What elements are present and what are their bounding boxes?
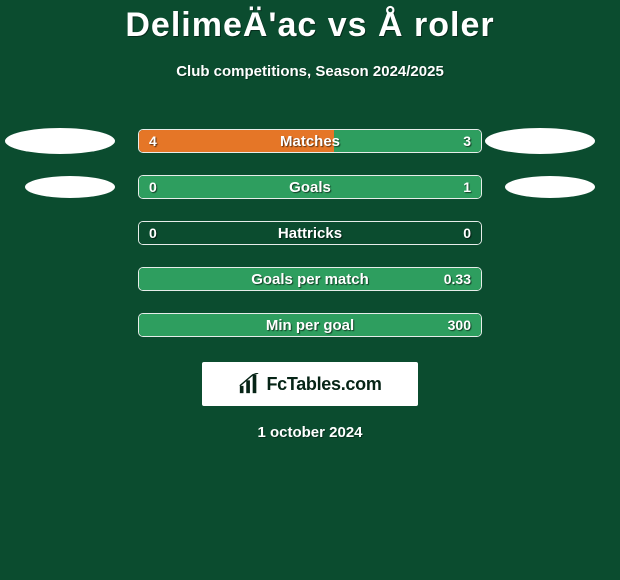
date-label: 1 october 2024 xyxy=(0,424,620,441)
comparison-stage: 43Matches 01Goals 00Hattricks 0.33Goals per… xyxy=(0,118,620,348)
stat-bar: 300Min per goal xyxy=(138,313,482,337)
stat-row: 00Hattricks xyxy=(0,210,620,256)
stat-bar-right-segment xyxy=(138,314,481,336)
stat-bar-right-segment xyxy=(334,130,481,152)
stat-bar-left-segment xyxy=(139,130,336,152)
player-right-ellipse xyxy=(505,176,595,198)
subtitle: Club competitions, Season 2024/2025 xyxy=(0,63,620,80)
brand-box: FcTables.com xyxy=(202,362,418,406)
player-left-ellipse xyxy=(25,176,115,198)
stat-bar: 0.33Goals per match xyxy=(138,267,482,291)
stat-bar-right-segment xyxy=(138,268,481,290)
player-right-ellipse xyxy=(485,128,595,154)
stat-row: 0.33Goals per match xyxy=(0,256,620,302)
stat-bar-right-segment xyxy=(138,176,481,198)
bar-chart-icon xyxy=(238,373,260,395)
stat-bar: 00Hattricks xyxy=(138,221,482,245)
stat-row: 300Min per goal xyxy=(0,302,620,348)
stat-row: 01Goals xyxy=(0,164,620,210)
player-left-ellipse xyxy=(5,128,115,154)
stat-row: 43Matches xyxy=(0,118,620,164)
brand-text: FcTables.com xyxy=(266,374,381,395)
stat-bar: 01Goals xyxy=(138,175,482,199)
page-title: DelimeÄ'ac vs Å roler xyxy=(0,0,620,45)
stat-bar-empty xyxy=(139,222,481,244)
stat-bar: 43Matches xyxy=(138,129,482,153)
